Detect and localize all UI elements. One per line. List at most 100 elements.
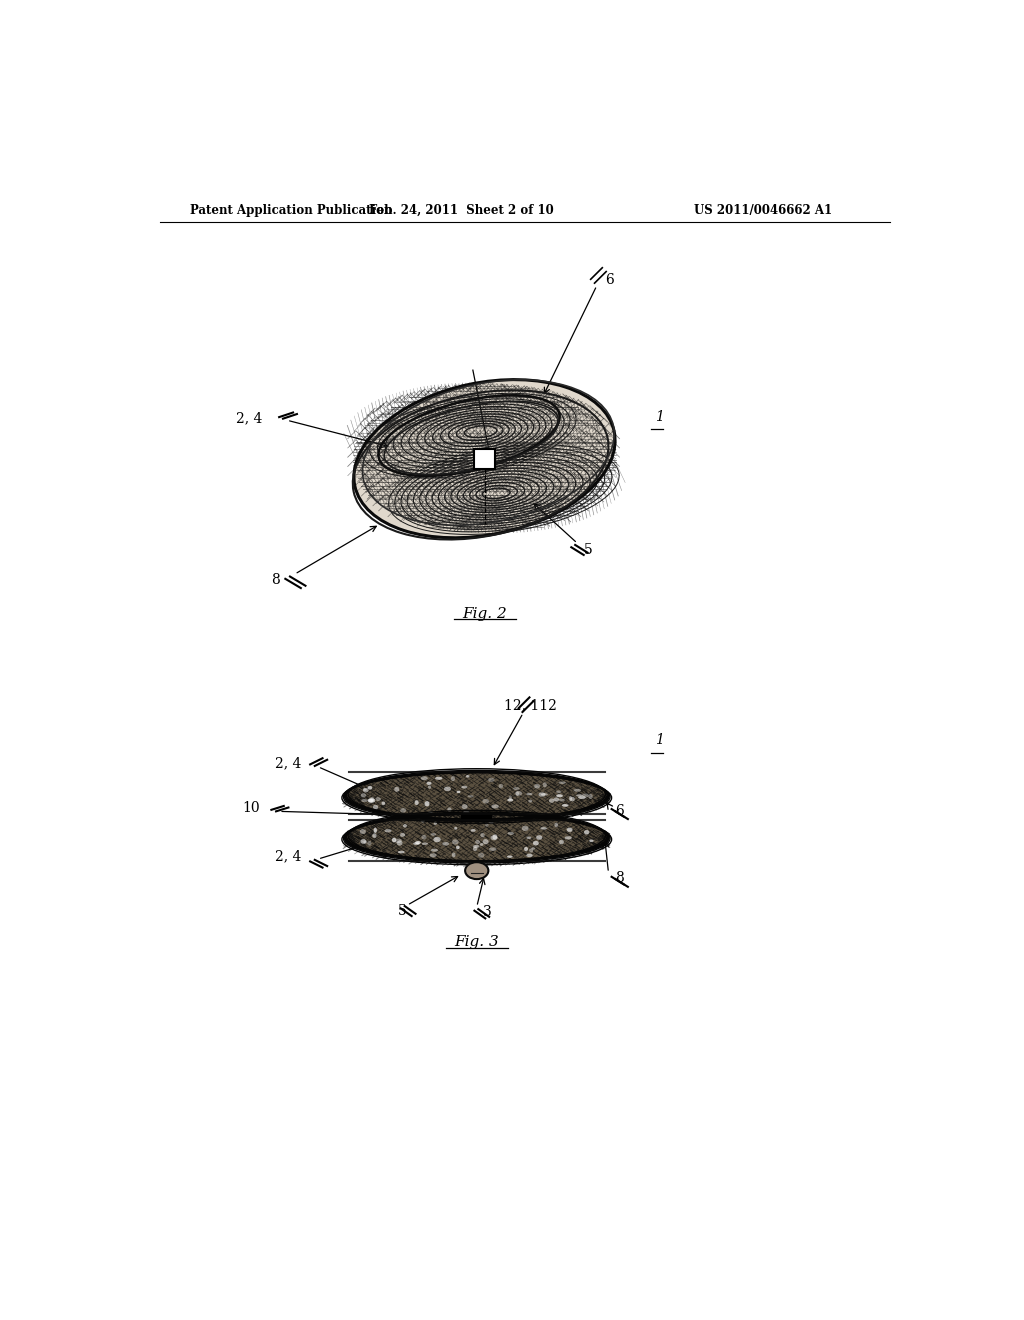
Ellipse shape — [488, 821, 494, 824]
Ellipse shape — [556, 791, 561, 793]
Ellipse shape — [579, 796, 586, 799]
Ellipse shape — [361, 799, 368, 803]
Ellipse shape — [400, 808, 407, 813]
Ellipse shape — [442, 842, 450, 846]
Ellipse shape — [488, 847, 497, 851]
Ellipse shape — [421, 776, 428, 780]
Ellipse shape — [376, 797, 381, 801]
Ellipse shape — [528, 800, 532, 803]
Ellipse shape — [515, 791, 522, 796]
Ellipse shape — [371, 797, 375, 803]
Ellipse shape — [479, 843, 483, 846]
Text: 12, 112: 12, 112 — [504, 698, 557, 711]
Ellipse shape — [394, 787, 399, 792]
Ellipse shape — [582, 793, 589, 797]
Ellipse shape — [584, 830, 589, 834]
Ellipse shape — [524, 847, 528, 851]
Text: Fig. 3: Fig. 3 — [455, 936, 499, 949]
Ellipse shape — [475, 840, 480, 843]
Ellipse shape — [345, 772, 608, 820]
Text: 5: 5 — [584, 543, 593, 557]
Ellipse shape — [431, 849, 438, 851]
Ellipse shape — [522, 826, 528, 832]
Ellipse shape — [428, 785, 431, 789]
Ellipse shape — [513, 787, 519, 791]
Ellipse shape — [492, 804, 499, 808]
Ellipse shape — [368, 785, 373, 789]
Ellipse shape — [415, 800, 419, 805]
Ellipse shape — [422, 834, 426, 840]
FancyBboxPatch shape — [462, 816, 492, 817]
Ellipse shape — [451, 776, 455, 781]
FancyBboxPatch shape — [474, 449, 495, 469]
Text: Fig. 2: Fig. 2 — [462, 607, 507, 622]
Ellipse shape — [507, 799, 513, 801]
Ellipse shape — [433, 837, 440, 842]
Ellipse shape — [493, 834, 498, 840]
Ellipse shape — [373, 805, 378, 809]
Ellipse shape — [422, 842, 428, 845]
Ellipse shape — [359, 829, 366, 834]
Ellipse shape — [541, 828, 547, 830]
Ellipse shape — [473, 845, 479, 847]
Ellipse shape — [562, 804, 568, 807]
Text: 6: 6 — [604, 273, 613, 286]
Ellipse shape — [384, 829, 391, 833]
Ellipse shape — [535, 784, 540, 788]
Ellipse shape — [403, 824, 407, 828]
Ellipse shape — [425, 801, 429, 807]
Ellipse shape — [461, 785, 467, 788]
Ellipse shape — [526, 854, 532, 857]
Ellipse shape — [541, 793, 548, 796]
Ellipse shape — [532, 841, 539, 845]
Ellipse shape — [573, 789, 581, 792]
Ellipse shape — [392, 838, 396, 842]
Ellipse shape — [457, 791, 461, 793]
Text: 10: 10 — [243, 801, 260, 816]
Text: 8: 8 — [614, 871, 624, 886]
Ellipse shape — [478, 853, 484, 858]
Ellipse shape — [566, 828, 572, 832]
Text: 6: 6 — [614, 804, 624, 817]
Text: Feb. 24, 2011  Sheet 2 of 10: Feb. 24, 2011 Sheet 2 of 10 — [369, 205, 554, 218]
Ellipse shape — [421, 818, 425, 822]
Ellipse shape — [345, 813, 608, 862]
Ellipse shape — [413, 842, 420, 845]
Ellipse shape — [488, 777, 495, 781]
Ellipse shape — [531, 847, 536, 850]
Ellipse shape — [485, 824, 488, 826]
Ellipse shape — [381, 801, 385, 805]
Ellipse shape — [556, 795, 563, 797]
Ellipse shape — [430, 853, 436, 858]
Text: 8: 8 — [271, 573, 281, 587]
Ellipse shape — [564, 836, 571, 840]
Ellipse shape — [456, 846, 460, 849]
Ellipse shape — [543, 783, 547, 788]
Ellipse shape — [462, 813, 465, 818]
Ellipse shape — [559, 799, 565, 801]
Ellipse shape — [362, 788, 367, 791]
Ellipse shape — [435, 776, 442, 780]
Ellipse shape — [400, 833, 406, 837]
Ellipse shape — [516, 792, 519, 796]
Ellipse shape — [529, 849, 534, 853]
Text: US 2011/0046662 A1: US 2011/0046662 A1 — [694, 205, 833, 218]
Ellipse shape — [431, 833, 436, 836]
Ellipse shape — [509, 796, 512, 800]
Ellipse shape — [537, 836, 543, 840]
Ellipse shape — [482, 840, 488, 845]
Ellipse shape — [549, 799, 554, 803]
Ellipse shape — [508, 832, 514, 836]
Ellipse shape — [364, 841, 368, 843]
Ellipse shape — [455, 826, 458, 830]
Ellipse shape — [396, 841, 402, 846]
Ellipse shape — [490, 836, 498, 841]
Ellipse shape — [452, 840, 459, 845]
Ellipse shape — [462, 804, 468, 809]
Ellipse shape — [471, 829, 476, 832]
Text: 5: 5 — [397, 904, 407, 917]
Ellipse shape — [589, 840, 594, 842]
Ellipse shape — [473, 846, 477, 851]
Text: 3: 3 — [483, 906, 492, 919]
Ellipse shape — [577, 795, 583, 797]
